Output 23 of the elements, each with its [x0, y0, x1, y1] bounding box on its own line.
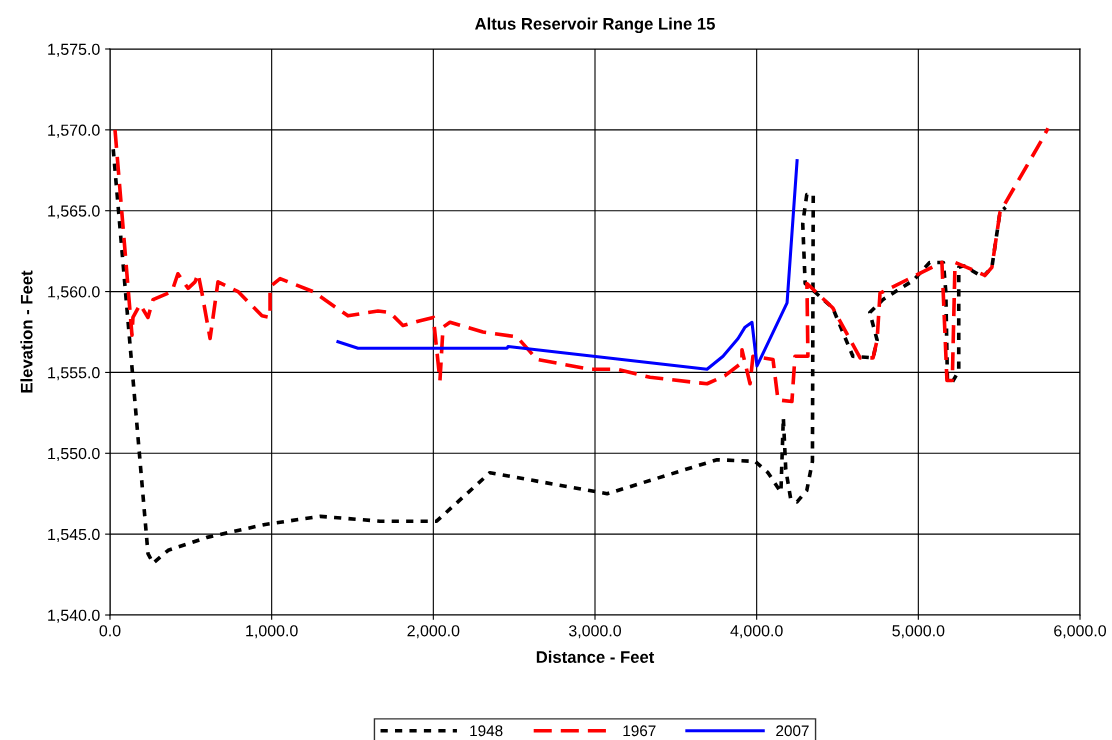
y-tick-label: 1,545.0	[48, 528, 100, 542]
x-tick-label: 4,000.0	[730, 625, 783, 639]
x-axis-title: Distance - Feet	[536, 650, 655, 663]
line-series	[336, 159, 799, 371]
x-tick-label: 1,000.0	[246, 625, 298, 639]
y-tick-label: 1,550.0	[48, 447, 100, 462]
legend-label: 1948	[470, 725, 503, 737]
x-tick-label: 2,000.0	[407, 625, 460, 639]
y-axis-title: Elevation - Feet	[20, 270, 33, 393]
y-tick-label: 1,555.0	[48, 367, 100, 381]
y-tick-label: 1,560.0	[48, 286, 100, 300]
chart-title: Altus Reservoir Range Line 15	[475, 17, 715, 34]
legend-label: 1967	[623, 725, 656, 737]
y-tick-label: 1,570.0	[48, 124, 100, 138]
line-series	[113, 126, 1050, 404]
x-tick-label: 3,000.0	[568, 625, 622, 639]
y-tick-label: 1,565.0	[48, 205, 100, 219]
y-tick-label: 1,575.0	[48, 43, 100, 57]
x-tick-label: 0.0	[99, 625, 121, 637]
legend-label: 2007	[776, 725, 809, 737]
y-tick-label: 1,540.0	[48, 609, 100, 623]
x-tick-label: 5,000.0	[892, 625, 945, 639]
x-tick-label: 6,000.0	[1054, 625, 1107, 639]
